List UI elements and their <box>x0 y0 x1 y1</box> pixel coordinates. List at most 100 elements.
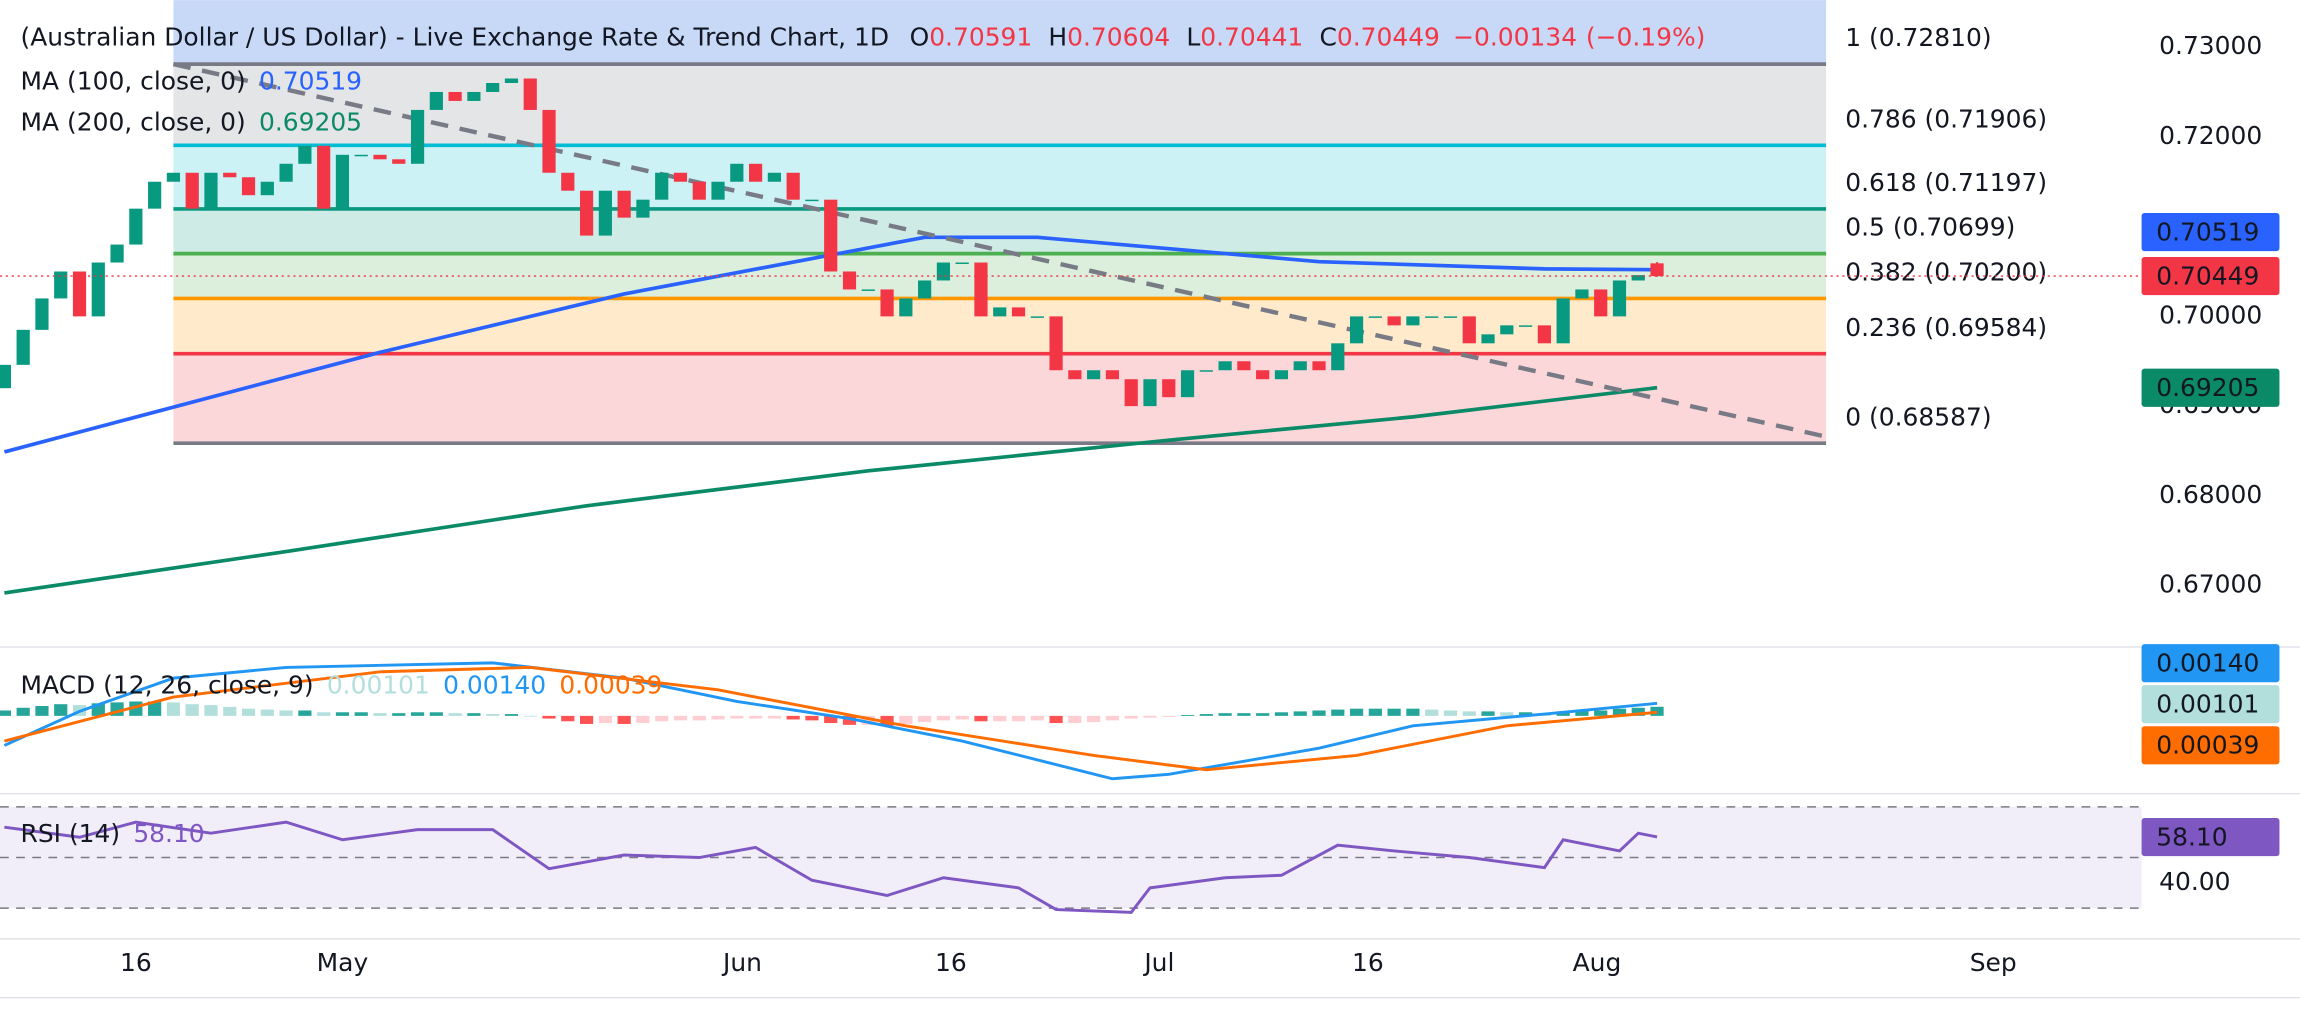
macd-histogram-bar <box>1218 713 1232 716</box>
rsi-title: RSI (14) <box>21 819 121 848</box>
macd-histogram-bar <box>1011 715 1026 722</box>
candle-body <box>1293 361 1307 371</box>
macd-histogram-bar <box>148 701 162 716</box>
macd-badge-label: 0.00140 <box>2156 649 2259 678</box>
candle-body <box>1331 343 1345 371</box>
macd-histogram-bar <box>1631 707 1645 716</box>
candle-body <box>1274 370 1289 380</box>
macd-histogram-bar <box>1049 715 1063 724</box>
candle-body <box>899 298 913 317</box>
price-badge <box>2141 213 2280 252</box>
macd-histogram-bar <box>974 715 988 722</box>
candle-body <box>842 271 857 290</box>
x-tick-label: 16 <box>1352 948 1384 977</box>
candle-body <box>72 271 87 317</box>
candle-body <box>974 262 988 317</box>
fib-zone <box>173 298 1827 354</box>
macd-line <box>3 661 1658 781</box>
macd-histogram-bar <box>1594 710 1608 716</box>
candle-body <box>185 172 199 209</box>
fib-label: 0 (0.68587) <box>1845 402 1991 431</box>
macd-histogram-bar <box>1425 709 1439 716</box>
candle-body <box>1612 280 1627 317</box>
macd-histogram-bar <box>298 710 312 716</box>
candle-body <box>429 91 443 110</box>
macd-histogram-bar <box>373 713 387 716</box>
macd-histogram-bar <box>429 712 443 716</box>
macd-histogram-bar <box>0 710 11 716</box>
macd-histogram-bar <box>317 712 331 716</box>
macd-histogram-bar <box>335 712 350 716</box>
macd-histogram-bar <box>204 705 218 716</box>
macd-badge <box>2141 726 2280 765</box>
fib-label: 0.5 (0.70699) <box>1845 213 2015 242</box>
macd-histogram-bar <box>241 708 256 716</box>
candle-body <box>1162 379 1176 398</box>
change-percent: (−0.19%) <box>1586 22 1705 51</box>
macd-histogram-bar <box>1030 715 1044 721</box>
header-title: (Australian Dollar / US Dollar) - Live E… <box>21 22 890 51</box>
macd-histogram-bar <box>1518 712 1533 716</box>
candle-body <box>692 181 706 200</box>
x-tick-label: May <box>317 948 369 977</box>
candle-body <box>260 181 274 196</box>
macd-histogram-bar <box>523 715 537 717</box>
candle-body <box>448 91 462 101</box>
fib-top-zone <box>173 0 1827 65</box>
candle-body <box>1030 316 1044 318</box>
macd-histogram-bar <box>1612 708 1627 716</box>
macd-histogram-bar <box>354 712 368 716</box>
moving-average <box>3 235 1658 454</box>
macd-histogram-bar <box>955 715 969 720</box>
macd-histogram-bar <box>1331 709 1345 716</box>
macd-title: MACD (12, 26, close, 9) <box>21 671 314 700</box>
candle-body <box>1500 325 1514 335</box>
candle-body <box>373 154 387 160</box>
signal-value: 0.00039 <box>559 671 662 700</box>
fib-zone <box>173 145 1827 209</box>
candle-body <box>1368 316 1382 318</box>
candle-body <box>1425 316 1439 318</box>
macd-histogram-bar <box>1349 708 1364 716</box>
fib-label: 0.618 (0.71197) <box>1845 168 2047 197</box>
macd-histogram-bar <box>1650 706 1664 716</box>
ohlc-label: O <box>910 22 930 51</box>
macd-histogram-bar <box>1068 715 1082 724</box>
macd-histogram-bar <box>636 715 650 724</box>
trendline <box>172 61 1827 439</box>
macd-histogram-bar <box>1105 715 1120 721</box>
ohlc-label: C <box>1319 22 1336 51</box>
macd-histogram-bar <box>899 715 913 724</box>
candle-body <box>673 172 688 182</box>
candle-body <box>1650 263 1664 277</box>
ma-value: 0.69205 <box>259 107 362 136</box>
ma-name: MA (200, close, 0) <box>21 107 246 136</box>
candle-body <box>504 78 519 83</box>
macd-histogram-bar <box>579 715 594 724</box>
macd-histogram-bar <box>185 704 199 716</box>
ma-legend: MA (100, close, 0) 0.70519 <box>21 66 362 95</box>
candle-body <box>1049 316 1063 371</box>
macd-histogram-bar <box>1087 715 1101 723</box>
macd-hist-value: 0.00101 <box>327 671 430 700</box>
macd-histogram-bar <box>1143 715 1157 718</box>
macd-histogram-bar <box>767 715 781 719</box>
macd-histogram-bar <box>392 713 406 716</box>
fib-zone <box>173 208 1827 254</box>
macd-histogram-bar <box>655 715 669 722</box>
candle-body <box>1199 370 1213 372</box>
candle-body <box>410 109 425 164</box>
macd-histogram-bar <box>936 715 951 721</box>
candle-body <box>655 172 669 200</box>
macd-badge-label: 0.00039 <box>2156 731 2259 760</box>
x-tick-label: Jun <box>721 948 762 977</box>
candle-body <box>1256 370 1270 380</box>
candle-body <box>1537 325 1551 344</box>
candle-body <box>1387 316 1401 326</box>
candle-body <box>786 172 800 200</box>
fib-label: 0.236 (0.69584) <box>1845 313 2047 342</box>
macd-histogram-bar <box>54 704 68 716</box>
macd-histogram-bar <box>35 705 49 716</box>
candle-body <box>636 199 650 218</box>
candle-body <box>993 307 1007 317</box>
